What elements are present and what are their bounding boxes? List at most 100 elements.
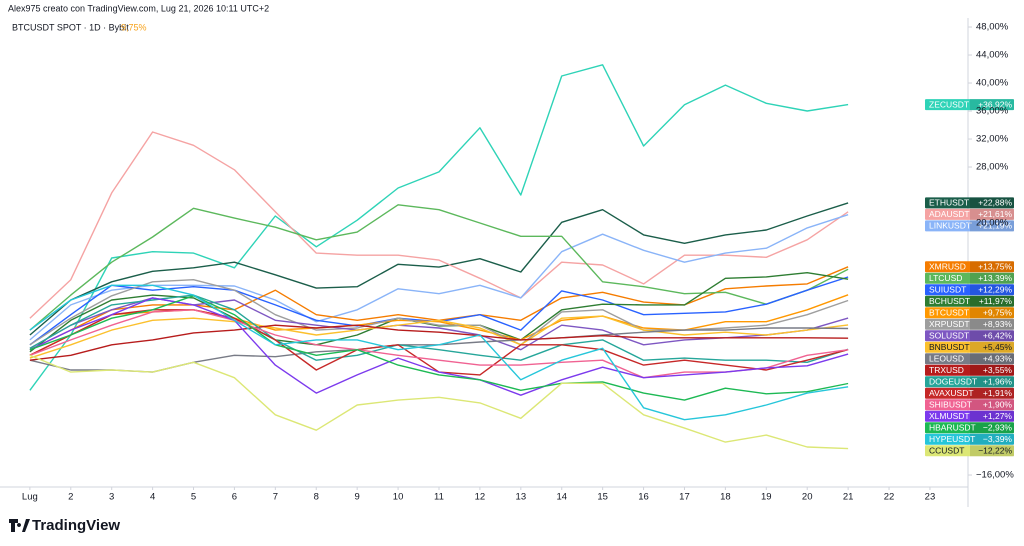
badge-name: TRXUSD <box>929 365 964 375</box>
badge-name: LTCUSD <box>929 273 962 283</box>
badge-name: BCHUSDT <box>929 296 970 306</box>
badges: ZECUSDT +36,92% ETHUSDT +22,88% ADAUSDT +21,6… <box>925 99 1014 457</box>
x-tick-label: 5 <box>191 492 196 503</box>
y-tick-label: 28,00% <box>976 162 1009 173</box>
badge-value-bg <box>970 330 1014 342</box>
badge: XLMUSDT +1,27% <box>925 410 1014 422</box>
badge-value: +1,91% <box>983 388 1013 398</box>
badge-bg <box>925 99 1014 111</box>
badge: SOLUSDT +6,42% <box>925 330 1014 342</box>
badge: AVAXUSDT +1,91% <box>925 387 1014 399</box>
badge-value: +6,42% <box>983 331 1013 341</box>
badge-value-bg <box>970 208 1014 220</box>
series-line <box>29 284 849 421</box>
series-line <box>29 324 849 361</box>
badge: HBARUSDT −2,93% <box>925 422 1014 434</box>
badge: LINKUSDT +21,19% <box>925 220 1014 232</box>
badge-value: +5,45% <box>983 342 1013 352</box>
series-line <box>29 315 849 359</box>
badge-value: +21,19% <box>978 221 1012 231</box>
badge-value: −3,39% <box>983 434 1013 444</box>
badge-name: XLMUSDT <box>929 411 970 421</box>
series-line <box>29 295 849 401</box>
badge: SUIUSDT +12,29% <box>925 284 1014 296</box>
badge-name: SHIBUSDT <box>929 400 972 410</box>
symbol-change: 9,75% <box>121 22 147 32</box>
x-tick-label: 2 <box>68 492 73 503</box>
badge-value-bg <box>970 220 1014 232</box>
badge-bg <box>925 295 1014 307</box>
badge-name: ETHUSDT <box>929 198 969 208</box>
badge-bg <box>925 208 1014 220</box>
series-line <box>29 131 849 319</box>
y-tick-label: 40,00% <box>976 78 1009 89</box>
badge-name: ADAUSDT <box>929 209 970 219</box>
series-line <box>29 309 849 379</box>
badge-value: +13,75% <box>978 262 1012 272</box>
badge-value-bg <box>970 261 1014 273</box>
x-tick-label: 23 <box>925 492 936 503</box>
badge-value-bg <box>970 341 1014 353</box>
y-tick-label: 32,00% <box>976 134 1009 145</box>
badge-bg <box>925 399 1014 411</box>
badge-name: AVAXUSDT <box>929 388 974 398</box>
x-tick-label: 9 <box>355 492 360 503</box>
x-tick-label: 16 <box>638 492 649 503</box>
badge-name: XRPUSDT <box>929 319 970 329</box>
badge: ETHUSDT +22,88% <box>925 197 1014 209</box>
logo-icon <box>9 519 30 532</box>
badge-bg <box>925 364 1014 376</box>
x-tick-label: 8 <box>314 492 319 503</box>
badge: CCUSDT −12,22% <box>925 445 1014 457</box>
badge-bg <box>925 197 1014 209</box>
brand: TradingView <box>32 517 120 534</box>
badge: SHIBUSDT +1,90% <box>925 399 1014 411</box>
badge-value-bg <box>970 410 1014 422</box>
series-line <box>29 279 849 346</box>
badge-name: BTCUSDT <box>929 308 969 318</box>
badge-name: HYPEUSDT <box>929 434 975 444</box>
badge-name: LINKUSDT <box>929 221 971 231</box>
badge: BTCUSDT +9,75% <box>925 307 1014 319</box>
badge-bg <box>925 353 1014 365</box>
badge-name: CCUSDT <box>929 446 964 456</box>
badge-value-bg <box>970 399 1014 411</box>
credit: Alex975 creato con TradingView.com, Lug … <box>8 3 269 13</box>
x-tick-label: 18 <box>720 492 731 503</box>
badge: XRPUSDT +8,93% <box>925 318 1014 330</box>
badge-value: +11,97% <box>979 296 1013 306</box>
badge-name: LEOUSD <box>929 354 964 364</box>
badge-value: −12,22% <box>978 446 1012 456</box>
badge: LEOUSD +4,93% <box>925 353 1014 365</box>
series-line <box>29 297 849 396</box>
x-tick-label: 11 <box>434 492 444 503</box>
badge-bg <box>925 220 1014 232</box>
badge: XMRUSD +13,75% <box>925 261 1014 273</box>
badge-value-bg <box>970 272 1014 284</box>
badge-value-bg <box>970 295 1014 307</box>
badge: TRXUSD +3,55% <box>925 364 1014 376</box>
badge-bg <box>925 387 1014 399</box>
badge-value-bg <box>970 445 1014 457</box>
logo: TradingView <box>9 517 120 534</box>
badge: HYPEUSDT −3,39% <box>925 433 1014 445</box>
badge-name: XMRUSD <box>929 262 966 272</box>
series-line <box>29 64 849 391</box>
badge-bg <box>925 341 1014 353</box>
x-tick-label: 14 <box>556 492 567 503</box>
badge: ADAUSDT +21,61% <box>925 208 1014 220</box>
x-tick-label: 21 <box>843 492 854 503</box>
badge: LTCUSD +13,39% <box>925 272 1014 284</box>
x-tick-label: 6 <box>232 492 237 503</box>
plot <box>29 64 849 450</box>
badge-value: +21,61% <box>978 209 1012 219</box>
badge-value: +1,27% <box>983 411 1013 421</box>
y-tick-label: −16,00% <box>976 470 1014 481</box>
x-tick-label: Lug <box>22 492 38 503</box>
x-tick-label: 4 <box>150 492 155 503</box>
badge-bg <box>925 433 1014 445</box>
badge-bg <box>925 307 1014 319</box>
y-tick-label: 44,00% <box>976 50 1009 61</box>
badge-bg <box>925 330 1014 342</box>
